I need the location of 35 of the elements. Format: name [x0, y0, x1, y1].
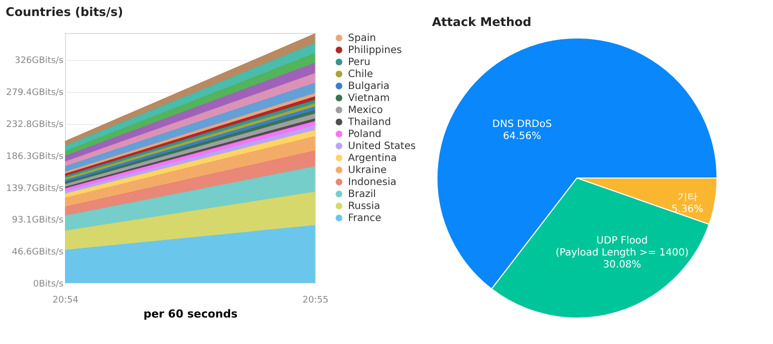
slice-label: DNS DRDoS: [492, 119, 552, 130]
x-tick-label: 20:55: [302, 296, 328, 306]
legend-label: Vietnam: [348, 93, 390, 104]
legend-label: Indonesia: [348, 177, 396, 188]
slice-label: 기타: [677, 192, 698, 203]
legend-label: Brazil: [348, 189, 376, 200]
legend-label: France: [348, 213, 382, 224]
legend-label: Chile: [348, 69, 374, 80]
legend-label: Philippines: [348, 45, 402, 56]
legend-label: United States: [348, 141, 416, 152]
x-tick-label: 20:54: [52, 296, 79, 306]
y-tick-label: 0Bits/s: [33, 280, 64, 290]
slice-label: UDP Flood (Payload Length >= 1400): [556, 235, 689, 258]
legend-label: Thailand: [347, 117, 391, 128]
legend-label: Mexico: [348, 105, 383, 116]
x-axis-title: per 60 seconds: [143, 308, 238, 320]
chart-title: Attack Method: [432, 15, 532, 29]
legend-label: Argentina: [348, 153, 397, 164]
y-tick-label: 279.4GBits/s: [6, 88, 64, 98]
y-tick-label: 326GBits/s: [14, 56, 64, 66]
data-label: 30.08%: [603, 259, 642, 270]
y-tick-label: 232.8GBits/s: [6, 120, 64, 130]
y-tick-label: 139.7GBits/s: [6, 184, 64, 194]
y-tick-label: 186.3GBits/s: [6, 152, 64, 162]
chart-title: Countries (bits/s): [6, 5, 124, 19]
legend-label: Bulgaria: [348, 81, 390, 92]
legend-label: Peru: [348, 57, 370, 68]
y-tick-label: 93.1GBits/s: [12, 216, 64, 226]
data-label: 64.56%: [503, 131, 542, 142]
data-label: 5.36%: [672, 204, 704, 215]
legend-label: Ukraine: [348, 165, 387, 176]
legend-label: Poland: [348, 129, 382, 140]
legend-label: Russia: [348, 201, 380, 212]
y-tick-label: 46.6GBits/s: [12, 248, 64, 258]
legend-label: Spain: [348, 33, 376, 44]
